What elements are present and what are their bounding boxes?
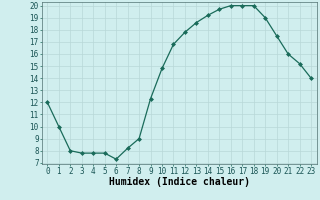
X-axis label: Humidex (Indice chaleur): Humidex (Indice chaleur) [109,177,250,187]
